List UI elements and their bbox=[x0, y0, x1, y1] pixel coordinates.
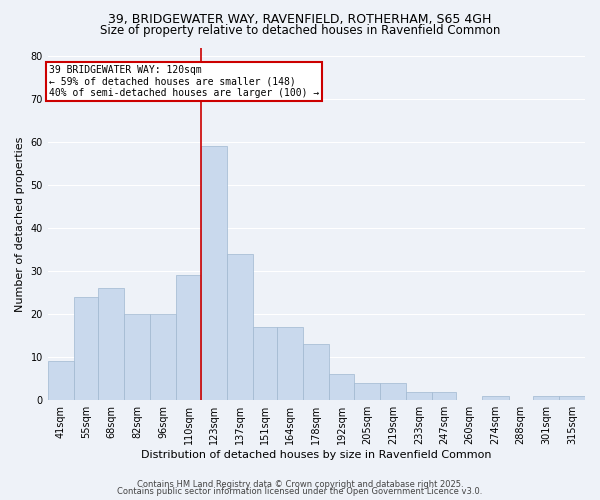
Bar bbox=[253, 327, 277, 400]
Bar bbox=[380, 383, 406, 400]
Bar bbox=[482, 396, 509, 400]
Bar bbox=[151, 314, 176, 400]
Bar bbox=[354, 383, 380, 400]
Text: Contains HM Land Registry data © Crown copyright and database right 2025.: Contains HM Land Registry data © Crown c… bbox=[137, 480, 463, 489]
Bar bbox=[533, 396, 559, 400]
Bar bbox=[277, 327, 304, 400]
X-axis label: Distribution of detached houses by size in Ravenfield Common: Distribution of detached houses by size … bbox=[141, 450, 491, 460]
Text: 39 BRIDGEWATER WAY: 120sqm
← 59% of detached houses are smaller (148)
40% of sem: 39 BRIDGEWATER WAY: 120sqm ← 59% of deta… bbox=[49, 64, 319, 98]
Text: 39, BRIDGEWATER WAY, RAVENFIELD, ROTHERHAM, S65 4GH: 39, BRIDGEWATER WAY, RAVENFIELD, ROTHERH… bbox=[109, 12, 491, 26]
Text: Size of property relative to detached houses in Ravenfield Common: Size of property relative to detached ho… bbox=[100, 24, 500, 37]
Bar bbox=[432, 392, 456, 400]
Text: Contains public sector information licensed under the Open Government Licence v3: Contains public sector information licen… bbox=[118, 487, 482, 496]
Bar bbox=[304, 344, 329, 400]
Bar bbox=[559, 396, 585, 400]
Y-axis label: Number of detached properties: Number of detached properties bbox=[15, 136, 25, 312]
Bar bbox=[406, 392, 432, 400]
Bar bbox=[176, 276, 201, 400]
Bar bbox=[124, 314, 151, 400]
Bar bbox=[98, 288, 124, 400]
Bar bbox=[74, 297, 98, 400]
Bar bbox=[227, 254, 253, 400]
Bar bbox=[48, 362, 74, 400]
Bar bbox=[201, 146, 227, 400]
Bar bbox=[329, 374, 354, 400]
